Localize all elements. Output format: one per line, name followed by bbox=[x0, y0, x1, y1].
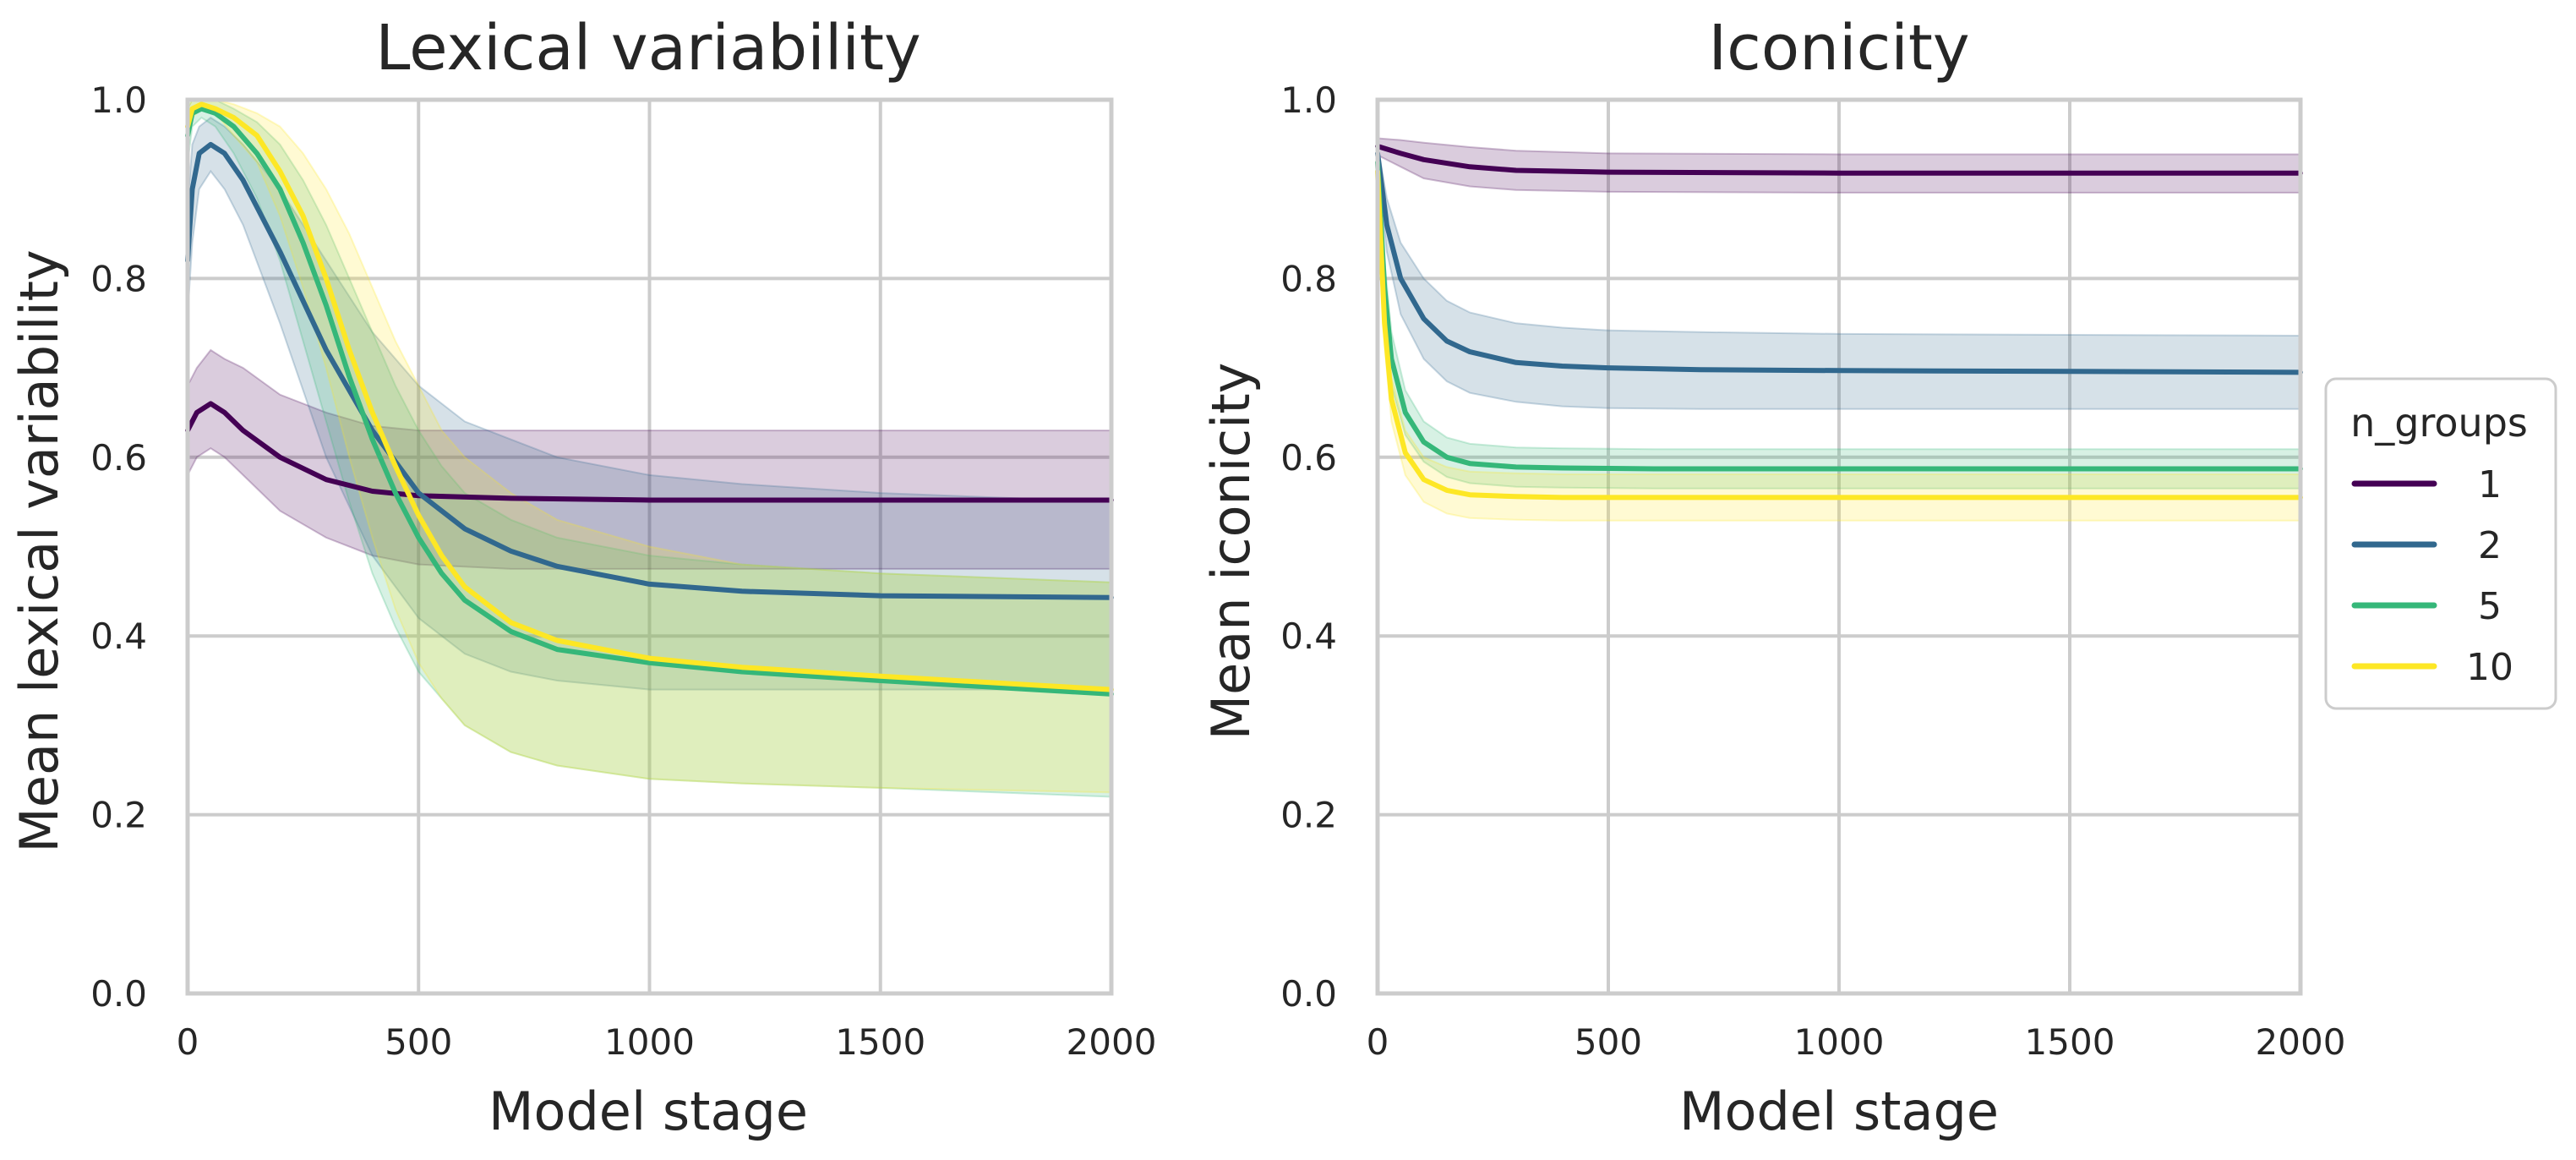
x-tick-label: 0 bbox=[177, 1021, 199, 1063]
y-tick-label: 0.4 bbox=[1280, 616, 1337, 657]
plot-frame bbox=[185, 97, 1114, 996]
legend-label-2: 2 bbox=[2478, 524, 2502, 567]
legend-label-1: 1 bbox=[2478, 463, 2502, 506]
legend-box bbox=[2324, 377, 2557, 710]
x-tick-label: 1500 bbox=[2025, 1021, 2115, 1063]
y-axis-label: Mean lexical variability bbox=[8, 249, 70, 852]
y-tick-label: 0.2 bbox=[90, 795, 147, 836]
legend: n_groups 1 2 5 10 bbox=[2324, 377, 2557, 710]
chart-title: Lexical variability bbox=[375, 12, 921, 85]
legend-title: n_groups bbox=[2350, 400, 2528, 446]
y-tick-label: 1.0 bbox=[90, 79, 147, 121]
y-tick-label: 0.0 bbox=[90, 973, 147, 1015]
x-axis-label: Model stage bbox=[1679, 1081, 1999, 1142]
confidence-bands bbox=[1377, 137, 2301, 522]
x-tick-label: 500 bbox=[1575, 1021, 1642, 1063]
gridlines bbox=[1376, 98, 2302, 995]
x-tick-label: 1000 bbox=[1794, 1021, 1885, 1063]
x-axis-label: Model stage bbox=[488, 1081, 808, 1142]
y-tick-labels: 0.0 0.2 0.4 0.6 0.8 1.0 bbox=[1280, 79, 1337, 1015]
x-tick-label: 1500 bbox=[835, 1021, 925, 1063]
y-tick-label: 0.0 bbox=[1280, 973, 1337, 1015]
y-axis-label: Mean iconicity bbox=[1200, 363, 1262, 741]
series-line-1 bbox=[1375, 144, 2303, 176]
series-line-5 bbox=[1375, 160, 2303, 472]
series-line-2 bbox=[1375, 150, 2303, 375]
x-tick-label: 0 bbox=[1367, 1021, 1389, 1063]
x-tick-label: 2000 bbox=[1067, 1021, 1157, 1063]
legend-label-5: 5 bbox=[2478, 585, 2502, 628]
y-tick-label: 0.4 bbox=[90, 616, 147, 657]
x-tick-label: 1000 bbox=[604, 1021, 695, 1063]
y-tick-label: 0.6 bbox=[1280, 437, 1337, 479]
series-line-2 bbox=[185, 141, 1114, 600]
series-line-5 bbox=[185, 106, 1114, 697]
y-tick-label: 0.6 bbox=[90, 437, 147, 479]
x-tick-label: 2000 bbox=[2256, 1021, 2346, 1063]
y-tick-label: 0.8 bbox=[1280, 258, 1337, 299]
series-line-10 bbox=[185, 101, 1114, 692]
y-tick-label: 0.2 bbox=[1280, 795, 1337, 836]
panel-lexical-variability: Lexical variability 0 500 1000 1500 2000 0.0… bbox=[8, 12, 1156, 1142]
y-tick-label: 1.0 bbox=[1280, 79, 1337, 121]
series-line-1 bbox=[185, 401, 1114, 503]
chart-title: Iconicity bbox=[1708, 12, 1969, 85]
plot-frame bbox=[1375, 97, 2303, 996]
legend-label-10: 10 bbox=[2466, 646, 2513, 689]
panel-iconicity: Iconicity 0 500 1000 1500 2000 0.00.20.40.60… bbox=[1200, 12, 2345, 1142]
x-tick-label: 500 bbox=[385, 1021, 452, 1063]
y-tick-labels: 0.0 0.2 0.4 0.6 0.8 1.0 bbox=[90, 79, 147, 1015]
series-lines bbox=[1375, 144, 2303, 501]
y-tick-label: 0.8 bbox=[90, 258, 147, 299]
legend-items: 1 2 5 10 bbox=[2351, 463, 2513, 689]
series-lines bbox=[185, 101, 1114, 697]
x-tick-labels: 0 500 1000 1500 2000 bbox=[177, 1021, 1157, 1063]
series-line-10 bbox=[1375, 168, 2303, 501]
x-tick-labels: 0 500 1000 1500 2000 bbox=[1367, 1021, 2346, 1063]
